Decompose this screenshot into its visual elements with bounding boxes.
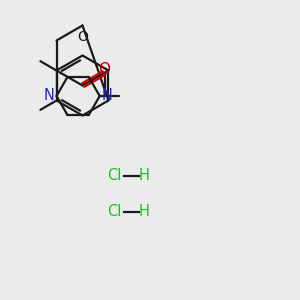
Text: Cl: Cl (107, 168, 121, 183)
Text: O: O (99, 61, 111, 76)
Text: O: O (77, 30, 88, 44)
Text: N: N (102, 88, 113, 104)
Text: N: N (44, 88, 54, 104)
Text: H: H (139, 204, 149, 219)
Text: H: H (139, 168, 149, 183)
Text: Cl: Cl (107, 204, 121, 219)
